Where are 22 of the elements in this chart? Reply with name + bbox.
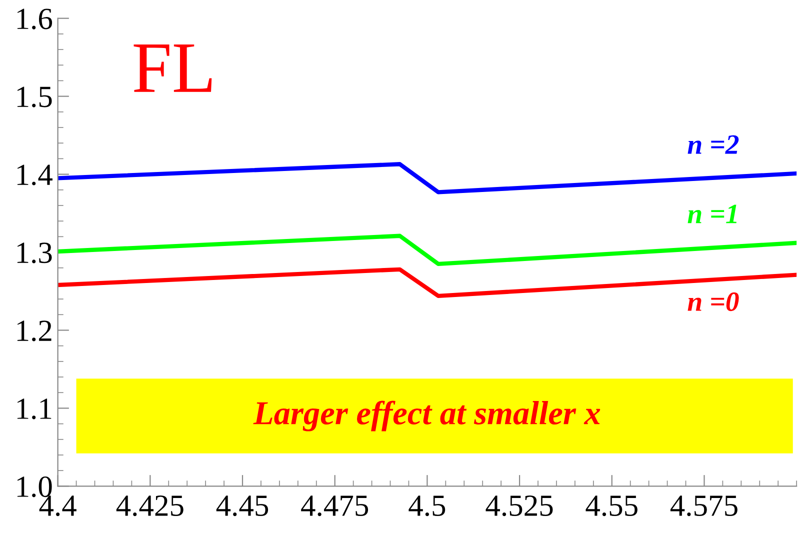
x-tick-label: 4.425: [116, 495, 184, 516]
y-tick-label: 1.5: [17, 86, 52, 108]
annotation: Larger effect at smaller x: [253, 400, 600, 432]
series-label: n =2: [688, 135, 739, 154]
series-label: n =1: [688, 204, 736, 224]
y-tick-label: 1.0: [17, 476, 52, 498]
series-label: n =0: [688, 292, 739, 312]
x-tick-label: 4.5: [408, 496, 446, 516]
y-tick-label: 1.4: [17, 164, 52, 186]
line-series: [58, 234, 797, 266]
y-tick-label: 1.2: [17, 320, 52, 342]
x-tick-label: 4.525: [486, 495, 553, 516]
y-tick-label: 1.1: [17, 398, 52, 420]
x-tick-label: 4.475: [301, 496, 368, 516]
x-tick-label: 4.4: [39, 496, 76, 516]
x-tick-label: 4.45: [216, 496, 268, 516]
chart-title: FL: [134, 44, 212, 92]
x-tick-label: 4.55: [586, 496, 638, 516]
y-tick-label: 1.6: [17, 8, 52, 30]
line-series: [58, 162, 797, 194]
x-tick-label: 4.575: [670, 496, 738, 516]
y-tick-label: 1.3: [17, 242, 52, 264]
